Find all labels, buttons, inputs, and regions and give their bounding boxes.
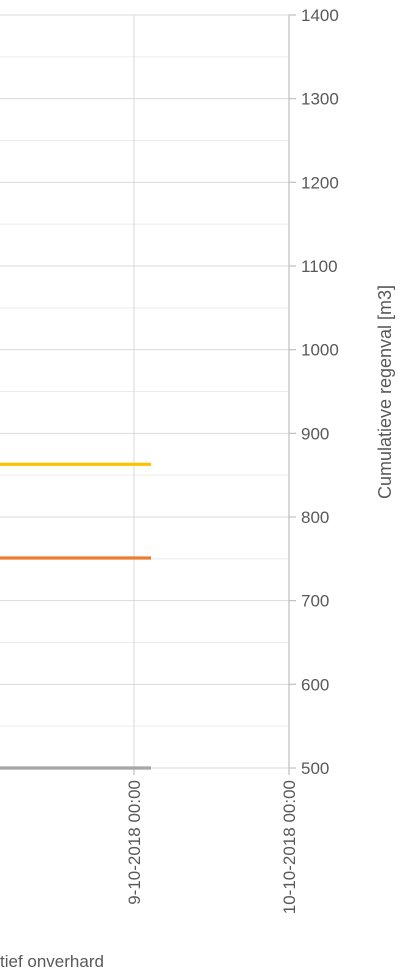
y-tick-label: 1300: [301, 90, 339, 109]
y-tick-labels: 500 600 700 800 900 1000 1100 1200 1300 1400: [301, 6, 339, 778]
y-tick-label: 1000: [301, 341, 339, 360]
y-tick-label: 900: [301, 424, 329, 443]
x-tick-label: 10-10-2018 00:00: [280, 780, 299, 914]
legend-label: tief onverhard: [0, 952, 104, 971]
y-tick-label: 1200: [301, 173, 339, 192]
y-tick-label: 1400: [301, 6, 339, 25]
y-tick-label: 600: [301, 675, 329, 694]
y-tick-label: 700: [301, 592, 329, 611]
vertical-gridlines: [133, 15, 290, 775]
x-tick-labels: 9-10-2018 00:00 10-10-2018 00:00: [125, 780, 299, 914]
gridlines: [0, 14, 289, 769]
series-lines: [0, 462, 151, 770]
y-tick-label: 1100: [301, 257, 338, 276]
y-tick-label: 800: [301, 508, 329, 527]
x-tick-label: 9-10-2018 00:00: [125, 780, 144, 905]
y-tick-marks: [289, 14, 296, 769]
y-tick-label: 500: [301, 759, 329, 778]
y-axis-title: Cumulatieve regenval [m3]: [375, 285, 395, 499]
